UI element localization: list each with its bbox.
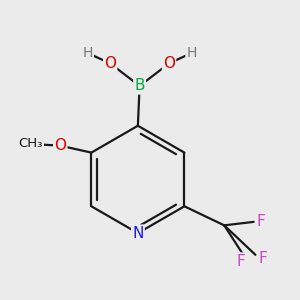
Text: O: O (54, 138, 66, 153)
Text: F: F (259, 251, 267, 266)
Text: F: F (257, 214, 266, 230)
Text: H: H (186, 46, 197, 60)
Text: CH₃: CH₃ (19, 137, 43, 150)
Text: N: N (132, 226, 144, 241)
Text: H: H (82, 46, 93, 60)
Text: O: O (104, 56, 116, 71)
Text: B: B (134, 78, 145, 93)
Text: O: O (163, 56, 175, 71)
Text: F: F (236, 254, 245, 268)
